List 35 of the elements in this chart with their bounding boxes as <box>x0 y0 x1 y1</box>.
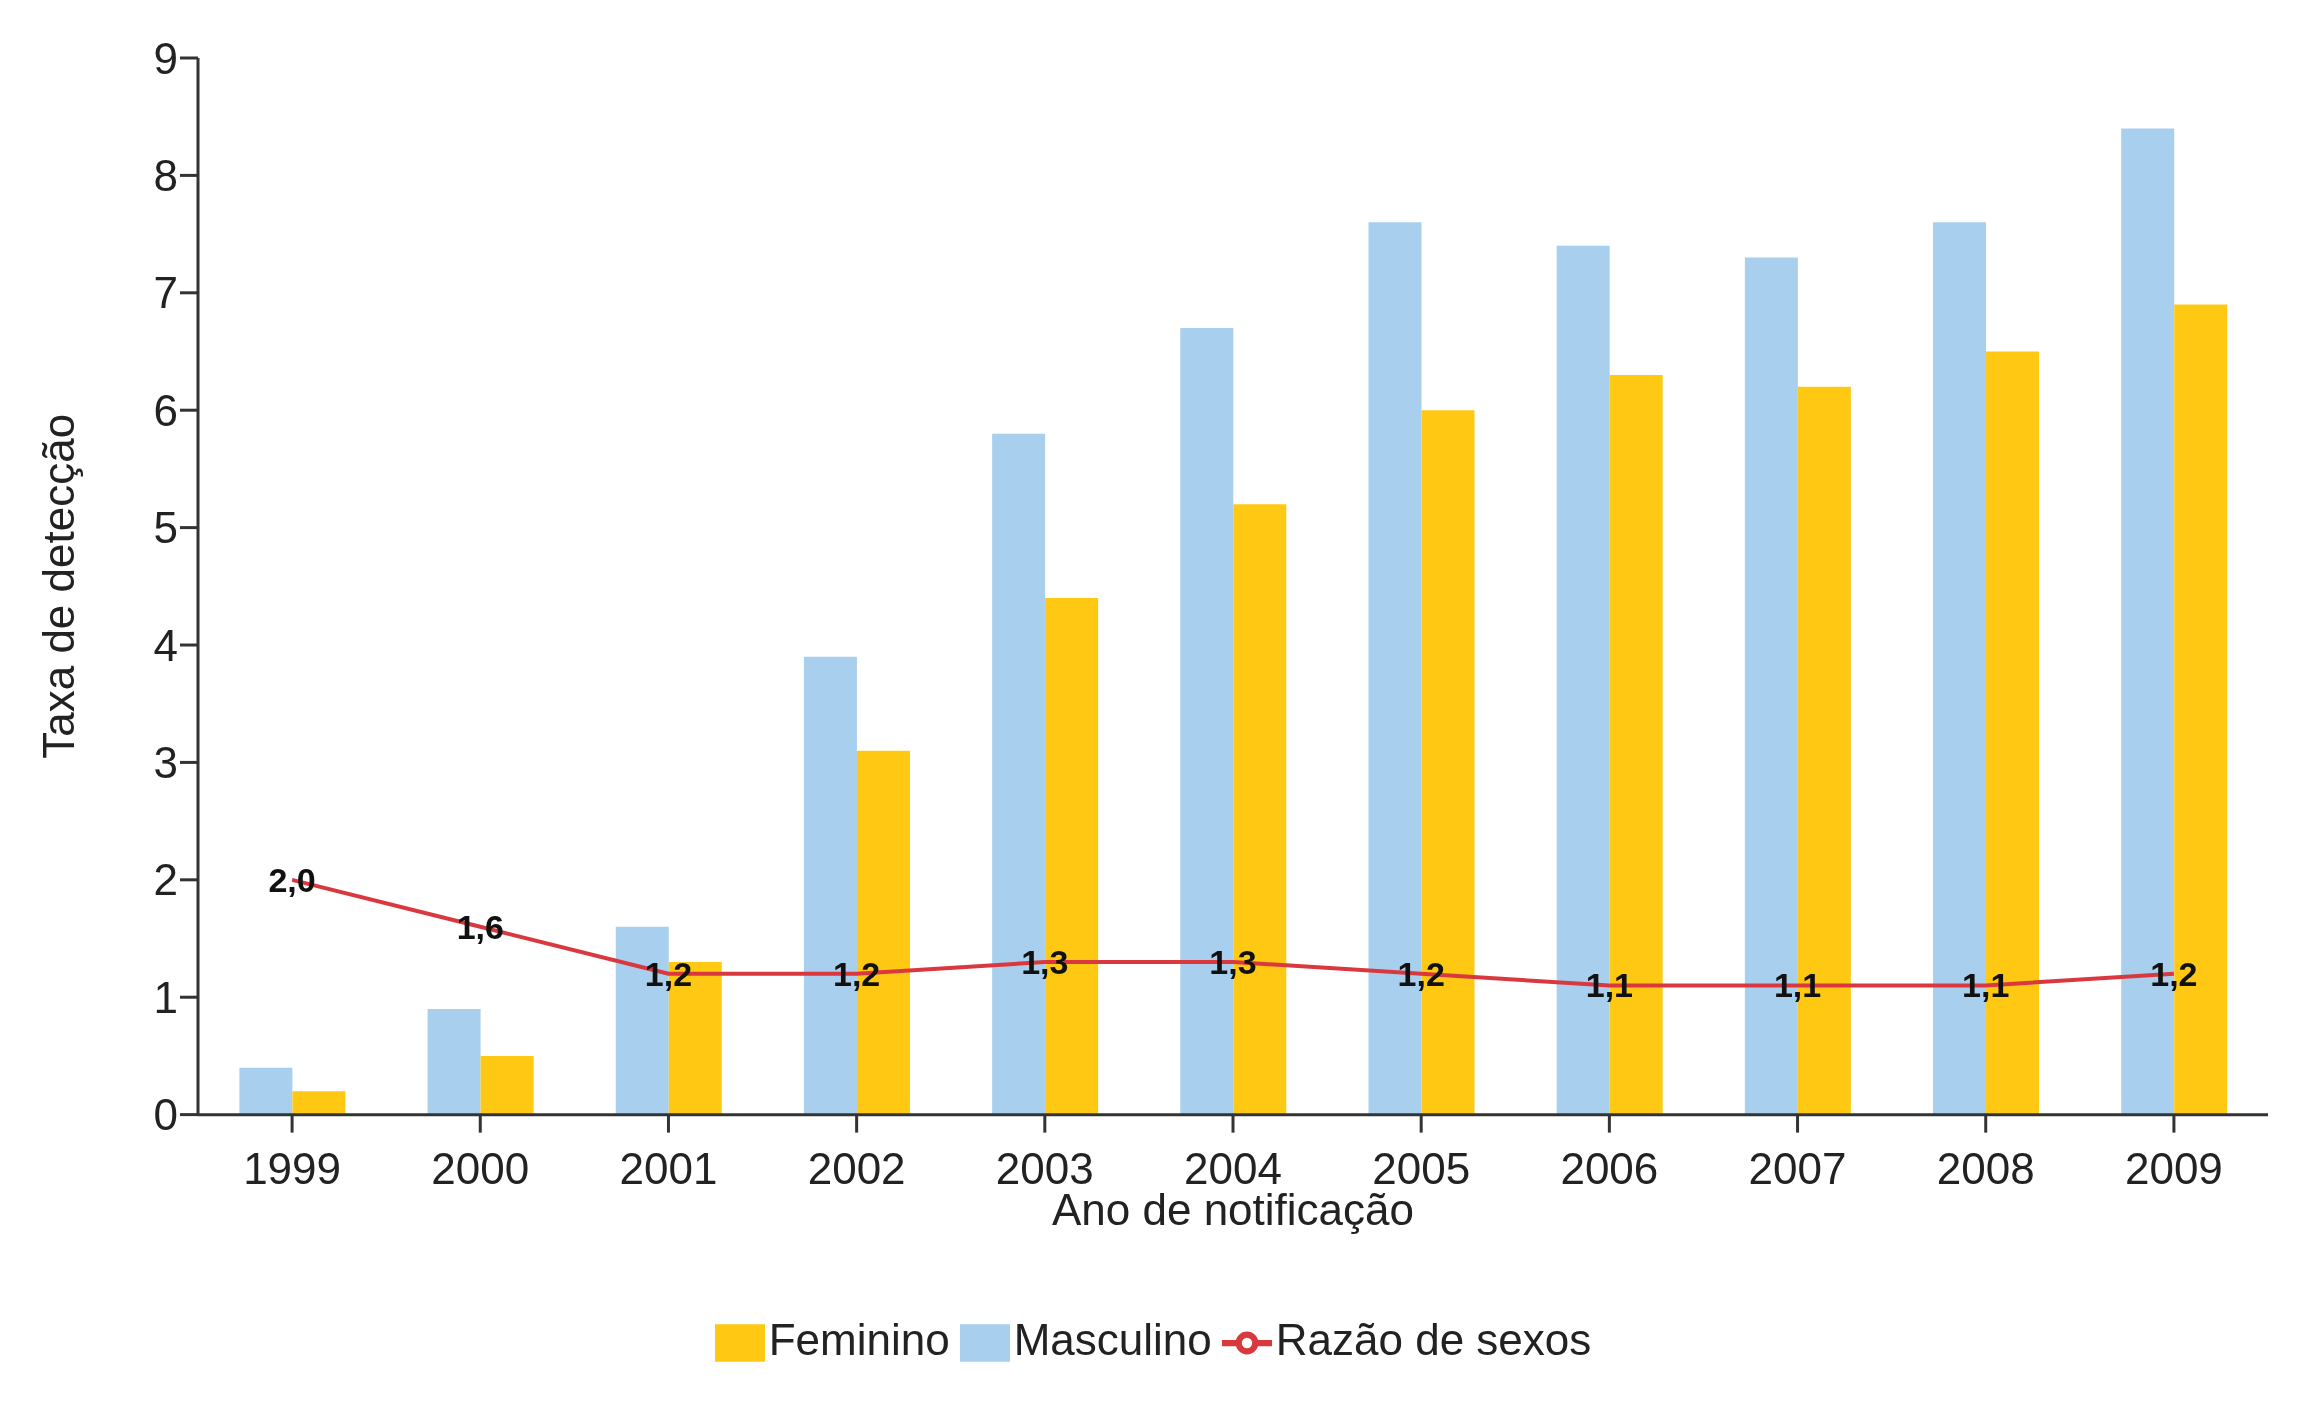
y-tick-label: 6 <box>153 385 178 435</box>
x-tick-label: 2001 <box>619 1143 718 1193</box>
data-label: 1,1 <box>1773 966 1822 1005</box>
y-tick-label: 7 <box>153 268 178 318</box>
data-label: 1,2 <box>644 954 693 993</box>
y-tick-label: 9 <box>153 33 178 83</box>
y-tick-label: 3 <box>153 738 178 788</box>
data-label: 1,2 <box>833 954 881 993</box>
x-tick-label: 1999 <box>243 1143 342 1193</box>
x-tick-label: 2009 <box>2124 1143 2223 1193</box>
y-tick-label: 1 <box>153 972 178 1022</box>
data-label: 1,1 <box>1585 966 1633 1005</box>
data-label: 1,3 <box>1209 943 1257 981</box>
data-label: 1,3 <box>1021 943 1069 981</box>
data-label: 1,2 <box>1397 954 1445 993</box>
data-label: 1,1 <box>1962 966 2010 1005</box>
y-tick-label: 5 <box>153 503 178 553</box>
bar <box>427 1008 481 1115</box>
legend-label: Masculino <box>1013 1314 1212 1364</box>
x-tick-label: 2000 <box>431 1143 530 1193</box>
legend-label: Razão de sexos <box>1275 1314 1592 1364</box>
y-tick-label: 2 <box>153 855 178 905</box>
legend-label: Feminino <box>768 1314 950 1364</box>
bar <box>480 1055 534 1115</box>
y-tick-label: 0 <box>153 1090 178 1140</box>
y-tick-label: 8 <box>153 151 178 201</box>
y-axis-title: Taxa de detecção <box>33 413 83 759</box>
bar <box>239 1067 293 1115</box>
y-tick-label: 4 <box>153 620 178 670</box>
data-label: 2,0 <box>268 860 316 899</box>
x-tick-label: 2008 <box>1936 1143 2035 1193</box>
x-tick-label: 2007 <box>1748 1143 1847 1193</box>
x-tick-label: 2002 <box>807 1143 906 1193</box>
bar <box>292 1091 346 1115</box>
x-tick-label: 2006 <box>1560 1143 1659 1193</box>
